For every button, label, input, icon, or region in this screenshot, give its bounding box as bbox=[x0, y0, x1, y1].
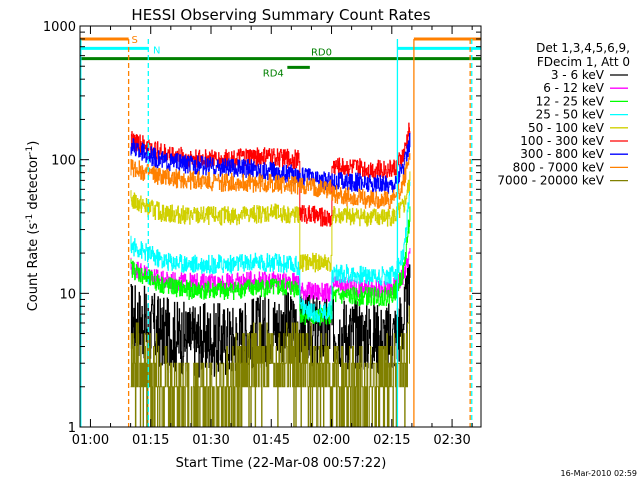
y-tick-label-2: 100 bbox=[51, 154, 76, 169]
x-tick-label-3: 01:45 bbox=[253, 433, 290, 448]
legend-header-decimation: FDecim 1, Att 0 bbox=[537, 55, 630, 69]
series-line-3 bbox=[130, 181, 411, 323]
legend-label-3: 25 - 50 keV bbox=[536, 108, 605, 122]
x-tick-label-6: 02:30 bbox=[433, 433, 470, 448]
chart-title: HESSI Observing Summary Count Rates bbox=[131, 6, 430, 24]
marker-label-rd4: RD4 bbox=[263, 68, 284, 79]
status-bar-labels: S N RD0 RD4 bbox=[131, 35, 332, 79]
legend-label-6: 300 - 800 keV bbox=[520, 147, 604, 161]
legend-label-2: 12 - 25 keV bbox=[536, 94, 605, 108]
y-axis-label: Count Rate (s-1 detector-1) bbox=[25, 141, 41, 312]
legend-label-0: 3 - 6 keV bbox=[551, 68, 605, 82]
x-tick-label-5: 02:15 bbox=[373, 433, 410, 448]
series-line-4 bbox=[130, 171, 411, 273]
legend-label-8: 7000 - 20000 keV bbox=[497, 174, 604, 188]
legend-header-detectors: Det 1,3,4,5,6,9, bbox=[536, 41, 630, 55]
plot-frame bbox=[79, 25, 482, 428]
x-axis-label: Start Time (22-Mar-08 00:57:22) bbox=[176, 456, 387, 471]
series-line-6 bbox=[130, 133, 411, 194]
legend-label-1: 6 - 12 keV bbox=[543, 81, 605, 95]
axes: 01:00 01:15 01:30 01:45 02:00 02:15 02:30 1 10 10… bbox=[43, 20, 481, 448]
data-series bbox=[130, 122, 411, 428]
y-tick-label-1: 10 bbox=[59, 287, 76, 302]
y-axis-label-end: ) bbox=[26, 141, 41, 146]
x-tick-label-2: 01:30 bbox=[192, 433, 229, 448]
legend: Det 1,3,4,5,6,9, FDecim 1, Att 0 3 - 6 k… bbox=[497, 41, 630, 188]
series-line-2 bbox=[130, 206, 411, 326]
legend-label-4: 50 - 100 keV bbox=[528, 121, 605, 135]
series-line-8 bbox=[130, 305, 410, 428]
x-tick-label-0: 01:00 bbox=[72, 433, 109, 448]
marker-label-n: N bbox=[153, 45, 160, 56]
legend-label-5: 100 - 300 keV bbox=[520, 134, 604, 148]
status-vertical-lines bbox=[80, 38, 473, 427]
marker-label-rd0: RD0 bbox=[311, 48, 332, 59]
x-tick-label-4: 02:00 bbox=[313, 433, 350, 448]
footer-timestamp: 16-Mar-2010 02:59 bbox=[561, 469, 638, 478]
series-line-7 bbox=[130, 153, 411, 210]
y-axis-label-main: Count Rate (s bbox=[26, 223, 41, 312]
y-axis-label-sup1: -1 bbox=[25, 214, 35, 223]
y-axis-label-mid: detector bbox=[26, 154, 41, 214]
marker-label-s: S bbox=[131, 35, 137, 46]
legend-label-7: 800 - 7000 keV bbox=[513, 160, 605, 174]
y-axis-label-sup2: -1 bbox=[25, 146, 35, 155]
x-tick-label-1: 01:15 bbox=[132, 433, 169, 448]
y-tick-label-0: 1 bbox=[68, 421, 76, 436]
y-tick-label-3: 1000 bbox=[43, 20, 76, 35]
